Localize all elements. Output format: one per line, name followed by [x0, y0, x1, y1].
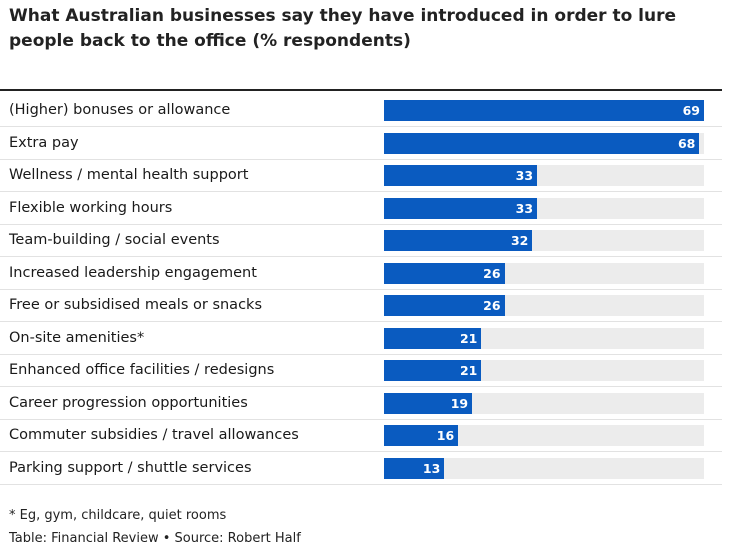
bar-value-label: 33	[515, 200, 534, 216]
category-label: Extra pay	[9, 134, 79, 151]
bar-value-label: 16	[436, 428, 455, 443]
bar-value-label: 33	[515, 168, 534, 183]
row-divider	[0, 288, 722, 290]
bar-value-label: 26	[483, 298, 501, 313]
bar-track: 68	[384, 132, 704, 154]
row-divider	[0, 353, 722, 355]
row-divider	[0, 321, 722, 322]
row-divider	[0, 483, 722, 485]
bar: 19	[384, 392, 473, 414]
category-label: Wellness / mental health support	[9, 167, 249, 183]
bar-row: Career progression opportunities 19	[0, 388, 722, 420]
row-divider	[0, 223, 722, 225]
bar-track: 19	[384, 392, 704, 414]
row-divider	[0, 191, 722, 192]
bar: 26	[384, 295, 505, 316]
bar-value-label: 21	[459, 363, 478, 378]
bar-row: Parking support / shuttle services 13	[0, 453, 722, 485]
bar-track: 26	[384, 295, 704, 316]
category-label: Team-building / social events	[9, 232, 220, 248]
bar: 69	[384, 100, 704, 121]
bar-chart: (Higher) bonuses or allowance 69 Extra pay…	[0, 95, 722, 485]
bar-track: 33	[384, 197, 704, 219]
top-rule	[0, 89, 722, 91]
bar-value-label: 69	[682, 103, 700, 118]
bar-row: Enhanced office facilities / redesigns 21	[0, 355, 722, 387]
category-label: On-site amenities*	[9, 329, 145, 346]
bar: 26	[384, 262, 505, 284]
bar-track: 69	[384, 100, 704, 121]
bar: 16	[384, 425, 459, 446]
bar: 13	[384, 457, 445, 479]
bar-value-label: 68	[677, 135, 696, 151]
bar: 33	[384, 197, 538, 219]
category-label: Parking support / shuttle services	[9, 459, 252, 476]
category-label: Career progression opportunities	[9, 394, 248, 411]
bar-track: 33	[384, 165, 704, 186]
bar-value-label: 13	[422, 460, 441, 476]
bar-track: 21	[384, 327, 704, 349]
bar-value-label: 26	[483, 265, 501, 281]
bar-row: Wellness / mental health support 33	[0, 160, 722, 192]
row-divider	[0, 158, 722, 160]
bar-row: Extra pay 68	[0, 128, 722, 160]
bar-row: Commuter subsidies / travel allowances 16	[0, 420, 722, 452]
bar-value-label: 32	[510, 233, 529, 248]
category-label: (Higher) bonuses or allowance	[9, 102, 231, 118]
row-divider	[0, 386, 722, 387]
bar: 21	[384, 360, 482, 381]
category-label: Enhanced office facilities / redesigns	[9, 362, 275, 378]
bar-row: On-site amenities* 21	[0, 323, 722, 355]
bar: 68	[384, 132, 700, 154]
row-divider	[0, 126, 722, 127]
row-divider	[0, 418, 722, 420]
bar-value-label: 19	[450, 395, 469, 411]
bar-row: Increased leadership engagement 26	[0, 258, 722, 290]
bar-track: 32	[384, 230, 704, 251]
bar-row: Flexible working hours 33	[0, 193, 722, 225]
bar-track: 16	[384, 425, 704, 446]
bar: 21	[384, 327, 482, 349]
category-label: Increased leadership engagement	[9, 264, 257, 281]
bar-row: Team-building / social events 32	[0, 225, 722, 257]
category-label: Free or subsidised meals or snacks	[9, 297, 262, 313]
bar-row: Free or subsidised meals or snacks 26	[0, 290, 722, 322]
bar: 33	[384, 165, 538, 186]
source-credit: Table: Financial Review • Source: Robert…	[9, 531, 301, 546]
bar: 32	[384, 230, 533, 251]
row-divider	[0, 256, 722, 257]
category-label: Flexible working hours	[9, 199, 173, 216]
bar-track: 21	[384, 360, 704, 381]
bar-value-label: 21	[459, 330, 478, 346]
row-divider	[0, 451, 722, 452]
bar-track: 13	[384, 457, 704, 479]
footnote: * Eg, gym, childcare, quiet rooms	[9, 508, 227, 523]
bar-row: (Higher) bonuses or allowance 69	[0, 95, 722, 127]
bar-track: 26	[384, 262, 704, 284]
chart-title: What Australian businesses say they have…	[9, 6, 677, 51]
category-label: Commuter subsidies / travel allowances	[9, 427, 299, 443]
